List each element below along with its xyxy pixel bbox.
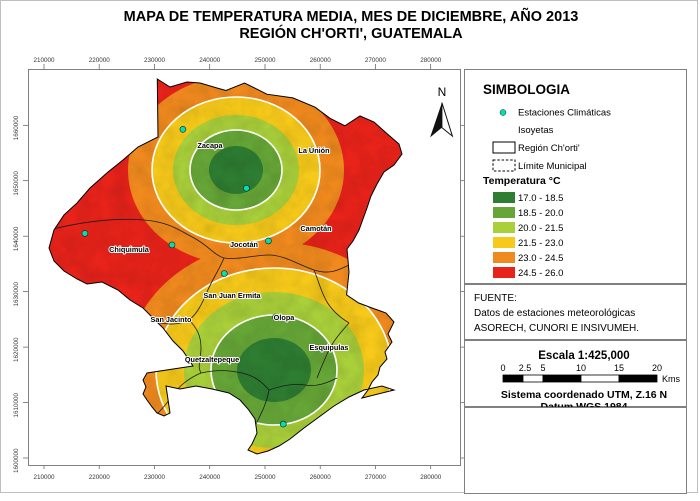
svg-text:230000: 230000 (144, 57, 166, 64)
svg-text:Kms: Kms (662, 374, 681, 384)
svg-text:10: 10 (576, 363, 586, 373)
svg-text:0: 0 (500, 363, 505, 373)
svg-text:San Jacinto: San Jacinto (151, 315, 192, 324)
svg-text:Olopa: Olopa (274, 313, 296, 322)
svg-text:230000: 230000 (144, 474, 166, 481)
svg-text:15: 15 (614, 363, 624, 373)
svg-text:1660000: 1660000 (13, 115, 20, 140)
svg-text:17.0 - 18.5: 17.0 - 18.5 (518, 193, 563, 204)
svg-text:1600000: 1600000 (13, 448, 20, 473)
svg-text:Región Ch'orti': Región Ch'orti' (518, 143, 580, 154)
svg-text:Jocotán: Jocotán (230, 240, 258, 249)
svg-text:240000: 240000 (199, 57, 221, 64)
svg-text:Esquipulas: Esquipulas (310, 343, 349, 352)
svg-text:240000: 240000 (199, 474, 221, 481)
svg-text:Temperatura °C: Temperatura °C (483, 175, 561, 187)
svg-text:Estaciones Climáticas: Estaciones Climáticas (518, 108, 611, 119)
svg-text:280000: 280000 (420, 57, 442, 64)
svg-text:270000: 270000 (365, 57, 387, 64)
svg-text:2.5: 2.5 (519, 363, 532, 373)
svg-text:Sistema coordenado UTM, Z.16 N: Sistema coordenado UTM, Z.16 N (501, 389, 667, 401)
svg-text:Camotán: Camotán (300, 224, 331, 233)
svg-text:Quetzaltepeque: Quetzaltepeque (185, 355, 239, 364)
svg-text:1650000: 1650000 (13, 171, 20, 196)
svg-text:Límite Municipal: Límite Municipal (518, 161, 587, 172)
svg-text:N: N (438, 85, 447, 99)
svg-text:Chiquimula: Chiquimula (109, 245, 150, 254)
svg-text:1610000: 1610000 (13, 392, 20, 417)
svg-text:1620000: 1620000 (13, 337, 20, 362)
svg-text:260000: 260000 (310, 474, 332, 481)
svg-text:San Juan Ermita: San Juan Ermita (203, 291, 261, 300)
svg-text:24.5 - 26.0: 24.5 - 26.0 (518, 268, 563, 279)
svg-text:220000: 220000 (89, 474, 111, 481)
svg-text:Zacapa: Zacapa (197, 141, 223, 150)
svg-text:20.0 - 21.5: 20.0 - 21.5 (518, 223, 563, 234)
svg-text:SIMBOLOGIA: SIMBOLOGIA (483, 82, 570, 97)
svg-text:20: 20 (652, 363, 662, 373)
svg-text:Isoyetas: Isoyetas (518, 125, 554, 136)
svg-text:270000: 270000 (365, 474, 387, 481)
svg-text:220000: 220000 (89, 57, 111, 64)
svg-text:La Unión: La Unión (298, 146, 329, 155)
svg-text:280000: 280000 (420, 474, 442, 481)
svg-text:23.0 - 24.5: 23.0 - 24.5 (518, 253, 563, 264)
svg-text:21.5 - 23.0: 21.5 - 23.0 (518, 238, 563, 249)
svg-text:250000: 250000 (254, 57, 276, 64)
svg-text:Escala 1:425,000: Escala 1:425,000 (538, 350, 629, 362)
svg-text:5: 5 (540, 363, 545, 373)
svg-text:250000: 250000 (254, 474, 276, 481)
svg-text:260000: 260000 (310, 57, 332, 64)
svg-text:210000: 210000 (33, 57, 55, 64)
svg-text:1640000: 1640000 (13, 226, 20, 251)
svg-text:18.5 - 20.0: 18.5 - 20.0 (518, 208, 563, 219)
svg-text:210000: 210000 (33, 474, 55, 481)
svg-text:1630000: 1630000 (13, 282, 20, 307)
